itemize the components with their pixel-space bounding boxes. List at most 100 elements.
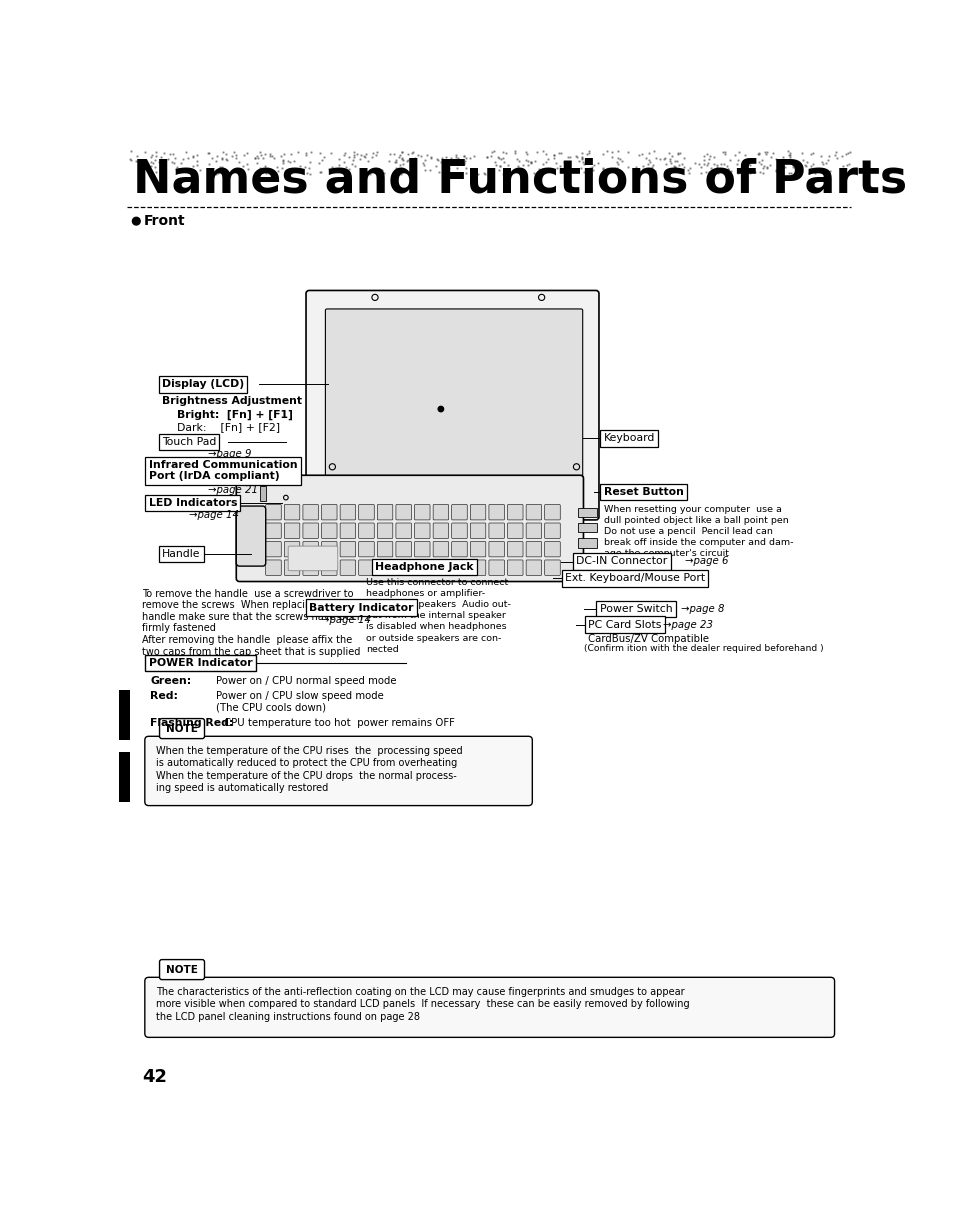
Point	[399, 145, 415, 164]
Point	[401, 162, 416, 182]
Point	[349, 145, 364, 164]
Point	[276, 144, 292, 163]
Text: ing speed is automatically restored: ing speed is automatically restored	[156, 783, 329, 793]
Point	[283, 145, 298, 164]
Point	[631, 161, 646, 180]
Point	[299, 163, 314, 183]
Point	[138, 152, 153, 172]
Point	[531, 162, 546, 182]
FancyBboxPatch shape	[433, 504, 448, 520]
Text: nected: nected	[365, 644, 398, 654]
Text: remove the screws  When replacing the: remove the screws When replacing the	[142, 600, 336, 610]
Point	[431, 163, 446, 183]
FancyBboxPatch shape	[284, 504, 299, 520]
Point	[801, 163, 816, 183]
Point	[214, 157, 230, 177]
Point	[662, 153, 678, 173]
Point	[123, 141, 138, 161]
Point	[767, 161, 782, 180]
Circle shape	[437, 406, 443, 412]
Point	[711, 161, 726, 180]
Point	[619, 157, 635, 177]
FancyBboxPatch shape	[452, 504, 467, 520]
Point	[756, 156, 771, 175]
Point	[548, 153, 563, 173]
Point	[802, 145, 818, 164]
Point	[331, 148, 346, 168]
Point	[840, 155, 855, 174]
Point	[578, 144, 594, 163]
Point	[495, 147, 510, 167]
Point	[751, 144, 766, 163]
Point	[423, 147, 438, 167]
Point	[603, 147, 618, 167]
Text: After removing the handle  please affix the: After removing the handle please affix t…	[142, 636, 353, 645]
Point	[839, 156, 854, 175]
Point	[710, 163, 725, 183]
Point	[224, 146, 239, 166]
Point	[599, 161, 615, 180]
FancyBboxPatch shape	[159, 719, 204, 739]
FancyBboxPatch shape	[288, 546, 337, 571]
Text: (The CPU cools down): (The CPU cools down)	[216, 702, 326, 712]
Point	[492, 156, 507, 175]
Point	[186, 146, 201, 166]
Bar	[578, 523, 597, 533]
Point	[413, 146, 428, 166]
Point	[240, 160, 255, 179]
Point	[639, 155, 655, 174]
Point	[375, 160, 390, 179]
Point	[574, 147, 589, 167]
Point	[657, 148, 672, 168]
FancyBboxPatch shape	[284, 541, 299, 557]
Point	[511, 151, 526, 171]
Point	[137, 141, 152, 161]
Point	[262, 144, 277, 163]
Point	[457, 148, 473, 168]
Point	[671, 155, 686, 174]
FancyBboxPatch shape	[488, 541, 504, 557]
Point	[759, 157, 774, 177]
Point	[141, 160, 156, 179]
Point	[258, 160, 274, 179]
Point	[765, 142, 781, 162]
Point	[226, 142, 241, 162]
Point	[834, 156, 849, 175]
Point	[399, 150, 415, 169]
Point	[338, 157, 354, 177]
Point	[605, 161, 620, 180]
Point	[253, 163, 268, 183]
Point	[293, 157, 308, 177]
Point	[536, 141, 551, 161]
Point	[608, 158, 623, 178]
Point	[274, 153, 290, 173]
FancyBboxPatch shape	[507, 541, 522, 557]
Point	[696, 151, 711, 171]
Text: NOTE: NOTE	[166, 964, 198, 974]
Point	[534, 161, 549, 180]
Point	[148, 142, 163, 162]
Point	[336, 152, 352, 172]
Point	[405, 142, 420, 162]
Point	[598, 141, 614, 161]
Point	[497, 162, 513, 182]
Point	[839, 142, 854, 162]
Point	[357, 147, 373, 167]
FancyBboxPatch shape	[470, 523, 485, 539]
Point	[669, 151, 684, 171]
Point	[674, 155, 689, 174]
FancyBboxPatch shape	[358, 504, 374, 520]
Point	[729, 155, 744, 174]
Point	[495, 142, 510, 162]
Point	[143, 152, 158, 172]
Text: Power Switch: Power Switch	[599, 604, 672, 615]
FancyBboxPatch shape	[377, 560, 393, 575]
FancyBboxPatch shape	[358, 541, 374, 557]
FancyBboxPatch shape	[415, 523, 430, 539]
Point	[347, 156, 362, 175]
FancyBboxPatch shape	[415, 504, 430, 520]
Point	[228, 147, 243, 167]
Point	[483, 142, 498, 162]
Point	[754, 158, 769, 178]
Point	[416, 153, 431, 173]
